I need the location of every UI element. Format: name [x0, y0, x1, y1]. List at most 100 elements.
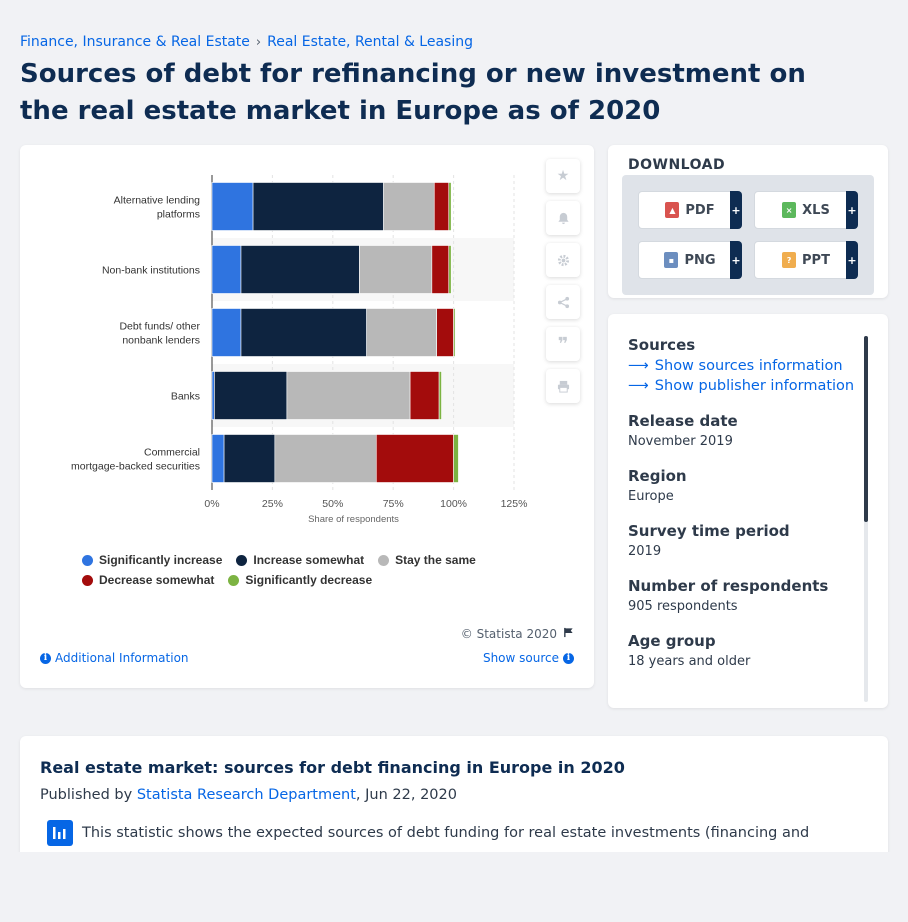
- gear-icon[interactable]: [546, 243, 580, 277]
- show-publisher-label: Show publisher information: [654, 378, 855, 394]
- share-icon[interactable]: [546, 285, 580, 319]
- show-source-label: Show source: [482, 651, 559, 665]
- stacked-bar-chart: 0% 25% 50% 75% 100% 125% Alternative lending pl…: [71, 175, 527, 525]
- legend-item-stay-the-same[interactable]: Stay the same: [378, 553, 476, 567]
- x-tick-label: 50%: [322, 498, 343, 510]
- legend-dot: [378, 554, 390, 566]
- legend-label: Significantly decrease: [245, 573, 373, 587]
- description-card: Real estate market: sources for debt fin…: [20, 736, 888, 866]
- xls-file-icon: ×: [782, 202, 797, 218]
- bar-segment: [438, 371, 442, 420]
- show-sources-label: Show sources information: [654, 358, 843, 374]
- statistic-info-card: Sources ⟶ Show sources information ⟶ Sho…: [608, 314, 888, 708]
- legend-label: Decrease somewhat: [99, 573, 215, 587]
- region-label: Region: [628, 467, 687, 485]
- bar-segment: [223, 434, 276, 483]
- show-publisher-link[interactable]: ⟶ Show publisher information: [628, 378, 858, 394]
- publisher-link[interactable]: Statista Research Department: [136, 787, 356, 803]
- download-ppt-plus[interactable]: +: [846, 241, 858, 279]
- x-axis-title: Share of respondents: [308, 514, 399, 525]
- legend-dot: [228, 574, 240, 586]
- download-png-label: PNG: [684, 252, 716, 268]
- x-tick-label: 25%: [262, 498, 283, 510]
- page-title: Sources of debt for refinancing or new i…: [20, 59, 806, 126]
- legend-item-significantly-decrease[interactable]: Significantly decrease: [228, 573, 372, 587]
- bar-segment: [448, 245, 452, 294]
- print-icon[interactable]: [546, 369, 580, 403]
- show-source-link[interactable]: Show source i: [483, 651, 574, 665]
- category-label: platforms: [157, 209, 200, 221]
- category-label: Debt funds/ other: [119, 321, 200, 333]
- category-label: Alternative lending: [114, 195, 201, 207]
- chart-card: 0% 25% 50% 75% 100% 125% Alternative lending pl…: [20, 145, 594, 688]
- bar-segment: [359, 245, 433, 294]
- copyright: © Statista 2020: [461, 627, 574, 641]
- release-date-label: Release date: [628, 412, 738, 430]
- bar-segment: [433, 182, 450, 231]
- info-scrollbar-thumb[interactable]: [864, 336, 868, 522]
- bar-segment: [448, 182, 452, 231]
- bar-segment: [211, 308, 242, 357]
- legend-dot: [82, 574, 93, 586]
- additional-information-label: Additional Information: [55, 651, 189, 665]
- survey-period-label: Survey time period: [628, 522, 790, 540]
- download-pdf-plus[interactable]: +: [730, 191, 742, 229]
- flag-icon[interactable]: [563, 627, 574, 641]
- bar-segment: [431, 245, 450, 294]
- bar-segment: [286, 371, 411, 420]
- bar-segment: [211, 182, 254, 231]
- legend-item-increase-somewhat[interactable]: Increase somewhat: [236, 553, 364, 567]
- breadcrumb-item-finance[interactable]: Finance, Insurance & Real Estate: [20, 34, 250, 50]
- download-png-plus[interactable]: +: [730, 241, 742, 279]
- survey-period-value: 2019: [628, 544, 662, 559]
- breadcrumb-separator: ›: [255, 34, 262, 50]
- show-sources-link[interactable]: ⟶ Show sources information: [628, 358, 858, 374]
- bar-segment: [453, 308, 456, 357]
- category-label: mortgage-backed securities: [71, 461, 200, 473]
- legend-label: Significantly increase: [99, 553, 223, 567]
- x-tick-label: 100%: [440, 498, 467, 510]
- respondents-label: Number of respondents: [628, 577, 829, 595]
- bar-chart-icon: [47, 820, 73, 846]
- download-ppt-button[interactable]: ? PPT +: [754, 241, 858, 279]
- published-by: Published by Statista Research Departmen…: [40, 787, 457, 803]
- bar-segment: [252, 182, 384, 231]
- sources-label: Sources: [628, 336, 696, 354]
- legend-label: Stay the same: [395, 553, 476, 567]
- star-icon[interactable]: ★: [546, 159, 580, 193]
- category-label: nonbank lenders: [122, 335, 200, 347]
- quote-icon[interactable]: ❞: [546, 327, 580, 361]
- chart-legend: Significantly increase Increase somewhat…: [82, 553, 522, 593]
- download-xls-label: XLS: [802, 202, 830, 218]
- download-xls-plus[interactable]: +: [846, 191, 858, 229]
- region-value: Europe: [628, 489, 674, 504]
- bell-icon[interactable]: [546, 201, 580, 235]
- png-file-icon: ▪: [664, 252, 679, 268]
- download-options: ▲ PDF + × XLS + ▪ PNG + ? PPT +: [622, 175, 874, 295]
- category-label: Banks: [171, 391, 200, 403]
- download-ppt-label: PPT: [802, 252, 830, 268]
- release-date-value: November 2019: [628, 434, 733, 449]
- published-prefix: Published by: [40, 787, 137, 803]
- legend-row: Decrease somewhat Significantly decrease: [82, 573, 522, 587]
- category-label: Commercial: [144, 447, 200, 459]
- category-label: Non-bank institutions: [102, 265, 200, 277]
- bar-segment: [274, 434, 377, 483]
- bar-segment: [375, 434, 454, 483]
- description-text: This statistic shows the expected source…: [82, 825, 810, 841]
- x-tick-label: 75%: [383, 498, 404, 510]
- download-title: DOWNLOAD: [628, 157, 726, 173]
- pdf-file-icon: ▲: [665, 202, 680, 218]
- legend-item-decrease-somewhat[interactable]: Decrease somewhat: [82, 573, 214, 587]
- info-scrollbar[interactable]: [864, 336, 868, 702]
- download-pdf-button[interactable]: ▲ PDF +: [638, 191, 742, 229]
- arrow-right-icon: ⟶: [628, 358, 649, 374]
- breadcrumb-item-real-estate[interactable]: Real Estate, Rental & Leasing: [267, 34, 474, 50]
- legend-item-significantly-increase[interactable]: Significantly increase: [82, 553, 222, 567]
- legend-dot: [82, 554, 93, 566]
- additional-information-link[interactable]: i Additional Information: [40, 651, 189, 665]
- bar-segment: [211, 245, 242, 294]
- arrow-right-icon: ⟶: [628, 378, 649, 394]
- download-xls-button[interactable]: × XLS +: [754, 191, 858, 229]
- download-png-button[interactable]: ▪ PNG +: [638, 241, 742, 279]
